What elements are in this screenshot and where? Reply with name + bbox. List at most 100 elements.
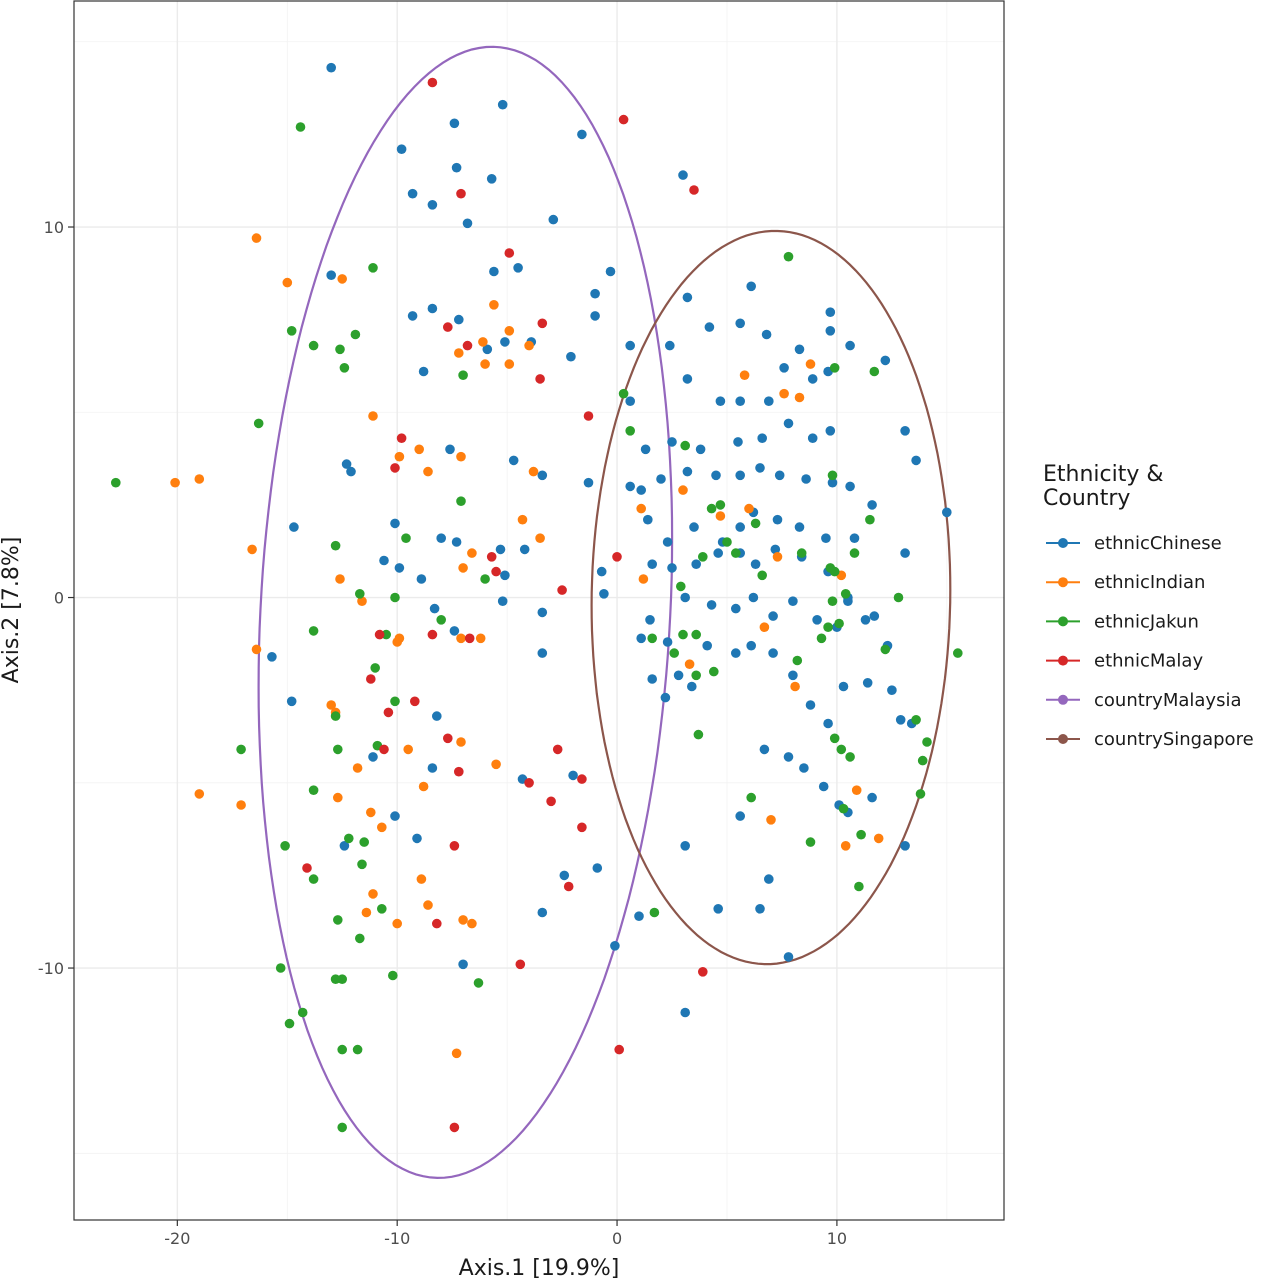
point-ethnicChinese bbox=[429, 603, 440, 614]
point-ethnicChinese bbox=[339, 841, 350, 851]
point-ethnicIndian bbox=[739, 370, 750, 381]
point-ethnicIndian bbox=[684, 659, 695, 669]
point-ethnicChinese bbox=[735, 396, 745, 407]
point-ethnicChinese bbox=[779, 363, 789, 373]
point-ethnicMalay bbox=[410, 696, 420, 707]
point-ethnicChinese bbox=[590, 311, 600, 321]
point-ethnicJakun bbox=[370, 663, 381, 673]
point-ethnicIndian bbox=[423, 466, 433, 477]
point-ethnicJakun bbox=[854, 881, 864, 892]
legend-label-ethnicIndian: ethnicIndian bbox=[1094, 572, 1205, 593]
point-ethnicIndian bbox=[170, 477, 180, 488]
point-ethnicChinese bbox=[326, 270, 337, 281]
point-ethnicIndian bbox=[759, 622, 770, 632]
point-ethnicJakun bbox=[350, 329, 361, 340]
point-ethnicChinese bbox=[394, 563, 405, 573]
point-ethnicJakun bbox=[308, 340, 319, 351]
point-ethnicChinese bbox=[799, 763, 809, 773]
point-ethnicIndian bbox=[467, 548, 477, 558]
point-ethnicChinese bbox=[764, 874, 774, 884]
x-tick-label: 10 bbox=[827, 1229, 847, 1248]
point-ethnicIndian bbox=[467, 918, 477, 929]
point-ethnicMalay bbox=[537, 318, 548, 329]
point-ethnicJakun bbox=[680, 440, 690, 451]
point-ethnicChinese bbox=[794, 344, 805, 355]
point-ethnicChinese bbox=[559, 870, 570, 881]
point-ethnicChinese bbox=[537, 648, 548, 658]
legend-title-line-1: Ethnicity & bbox=[1043, 462, 1164, 487]
point-ethnicChinese bbox=[497, 99, 508, 110]
point-ethnicJakun bbox=[236, 744, 246, 755]
point-ethnicJakun bbox=[893, 592, 904, 603]
point-ethnicJakun bbox=[480, 574, 490, 584]
point-ethnicJakun bbox=[849, 548, 860, 558]
point-ethnicChinese bbox=[761, 329, 772, 340]
point-ethnicChinese bbox=[860, 615, 871, 625]
point-ethnicMalay bbox=[577, 822, 587, 833]
point-ethnicChinese bbox=[662, 537, 673, 547]
point-ethnicJakun bbox=[917, 755, 928, 766]
point-ethnicJakun bbox=[796, 548, 807, 558]
legend-key-point bbox=[1058, 577, 1068, 588]
point-ethnicChinese bbox=[427, 303, 438, 314]
point-ethnicChinese bbox=[390, 811, 400, 821]
point-ethnicJakun bbox=[388, 970, 398, 981]
point-ethnicJakun bbox=[337, 974, 348, 984]
point-ethnicChinese bbox=[625, 481, 635, 492]
x-axis-title: Axis.1 [19.9%] bbox=[459, 1256, 620, 1280]
point-ethnicChinese bbox=[733, 437, 743, 447]
point-ethnicJakun bbox=[693, 729, 704, 740]
point-layer bbox=[111, 62, 963, 1133]
legend-key-point bbox=[1058, 655, 1068, 666]
point-ethnicChinese bbox=[900, 426, 910, 436]
point-ethnicIndian bbox=[480, 359, 490, 369]
point-ethnicJakun bbox=[715, 500, 726, 510]
legend-label-ethnicChinese: ethnicChinese bbox=[1094, 533, 1222, 554]
point-ethnicMalay bbox=[379, 744, 389, 755]
point-ethnicJakun bbox=[368, 263, 378, 273]
point-ethnicJakun bbox=[357, 859, 367, 870]
point-ethnicJakun bbox=[280, 841, 290, 851]
point-ethnicIndian bbox=[194, 474, 205, 484]
point-ethnicJakun bbox=[856, 829, 866, 840]
point-ethnicChinese bbox=[451, 537, 462, 547]
point-ethnicChinese bbox=[880, 355, 891, 366]
point-ethnicChinese bbox=[770, 544, 781, 555]
point-ethnicChinese bbox=[486, 174, 497, 184]
point-ethnicIndian bbox=[794, 392, 805, 403]
point-ethnicChinese bbox=[735, 470, 745, 481]
point-ethnicChinese bbox=[682, 466, 693, 477]
point-ethnicChinese bbox=[537, 470, 548, 481]
point-ethnicIndian bbox=[805, 359, 816, 369]
point-ethnicJakun bbox=[816, 633, 827, 644]
legend-key-point bbox=[1058, 694, 1068, 705]
point-ethnicMalay bbox=[449, 841, 460, 851]
point-ethnicJakun bbox=[691, 670, 701, 681]
point-ethnicJakun bbox=[691, 629, 701, 640]
point-ethnicMalay bbox=[366, 674, 376, 684]
point-ethnicChinese bbox=[432, 711, 442, 721]
point-ethnicChinese bbox=[759, 744, 770, 755]
point-ethnicChinese bbox=[838, 681, 849, 692]
point-ethnicMalay bbox=[456, 188, 466, 199]
point-ethnicIndian bbox=[337, 274, 348, 284]
point-ethnicChinese bbox=[636, 633, 646, 644]
point-ethnicMalay bbox=[449, 1122, 460, 1133]
point-ethnicChinese bbox=[458, 959, 468, 970]
point-ethnicMalay bbox=[383, 707, 394, 718]
point-ethnicChinese bbox=[662, 637, 673, 647]
point-ethnicIndian bbox=[517, 514, 528, 525]
point-ethnicIndian bbox=[366, 807, 376, 818]
point-ethnicJakun bbox=[625, 426, 635, 436]
point-ethnicIndian bbox=[392, 918, 403, 929]
point-ethnicIndian bbox=[394, 451, 405, 462]
point-ethnicJakun bbox=[827, 596, 838, 606]
point-ethnicJakun bbox=[746, 792, 756, 803]
point-ethnicIndian bbox=[236, 800, 246, 810]
point-ethnicChinese bbox=[689, 522, 699, 532]
point-ethnicMalay bbox=[546, 796, 556, 807]
point-ethnicChinese bbox=[812, 615, 822, 625]
point-ethnicChinese bbox=[407, 188, 418, 199]
point-ethnicIndian bbox=[851, 785, 862, 795]
point-ethnicChinese bbox=[788, 596, 798, 606]
